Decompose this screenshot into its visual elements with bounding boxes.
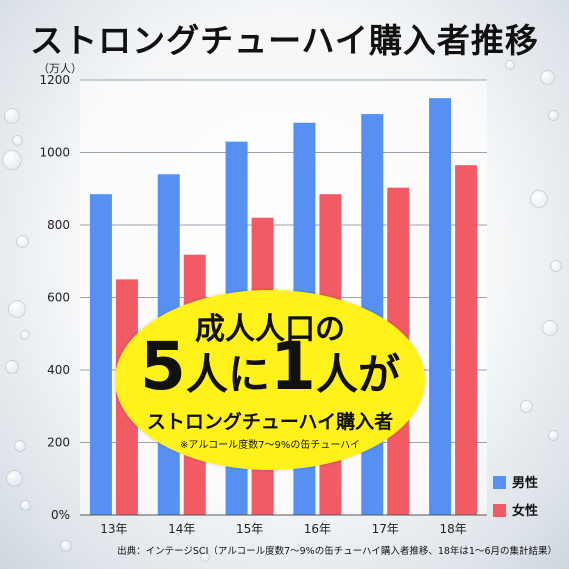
y-tick-label: 1200 (39, 73, 70, 87)
callout-word2: 人が (315, 350, 400, 399)
legend-female-label: 女性 (512, 504, 539, 519)
callout-note: ※アルコール度数7～9%の缶チューハイ (180, 440, 360, 451)
y-tick-label: 800 (47, 218, 70, 232)
callout-num2: 1 (270, 328, 316, 405)
callout-num1: 5 (140, 328, 186, 405)
bar-male (429, 98, 452, 515)
y-tick-label: 600 (47, 291, 70, 305)
legend-female-swatch (493, 504, 506, 517)
bar-female (455, 165, 478, 515)
source-note: 出典：インテージSCI（アルコール度数7～9%の缶チューハイ購入者推移、18年は… (117, 546, 557, 557)
x-tick-label: 13年 (100, 522, 127, 536)
y-tick-label: 0% (51, 508, 70, 522)
legend-female: 女性 (493, 500, 538, 519)
legend-male: 男性 (493, 472, 538, 491)
legend-male-swatch (493, 476, 506, 489)
y-tick-label: 1000 (39, 146, 70, 160)
y-tick-label: 400 (47, 363, 70, 377)
x-tick-label: 17年 (372, 522, 399, 536)
callout-line2: 5人に1人が (115, 334, 425, 402)
x-tick-label: 18年 (439, 522, 466, 536)
chart-title: ストロングチューハイ購入者推移 (30, 21, 539, 60)
callout-ellipse: 成人人口の 5人に1人が ストロングチューハイ購入者 ※アルコール度数7～9%の… (115, 290, 425, 470)
legend-male-label: 男性 (512, 476, 539, 491)
x-tick-label: 15年 (236, 522, 263, 536)
y-tick-label: 200 (47, 436, 70, 450)
callout-word1: 人に (185, 350, 270, 399)
x-tick-label: 16年 (304, 522, 331, 536)
y-axis-unit-label: （万人） (38, 62, 82, 75)
callout-line1: 成人人口の (195, 312, 345, 347)
bar-male (89, 194, 112, 515)
x-tick-label: 14年 (168, 522, 195, 536)
callout-line3: ストロングチューハイ購入者 (146, 411, 394, 433)
